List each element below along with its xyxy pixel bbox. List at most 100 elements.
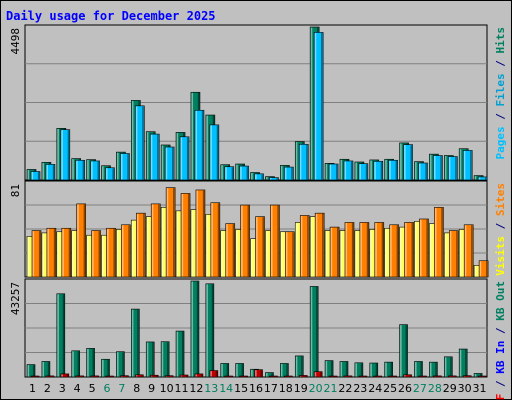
bar [76, 203, 87, 278]
bar [194, 109, 205, 181]
bar [388, 159, 398, 181]
x-tick-label: 14 [219, 382, 233, 395]
bar [106, 227, 116, 278]
series-sites [31, 187, 489, 278]
bar [160, 341, 170, 378]
bar [404, 222, 414, 278]
bar [120, 153, 130, 181]
legend-entry: / [494, 374, 507, 394]
x-tick-label: 9 [148, 382, 155, 395]
bar [284, 375, 293, 378]
x-tick-label: 24 [368, 382, 382, 395]
bar [46, 227, 57, 278]
series-kb-out [26, 280, 483, 378]
bar [344, 222, 355, 278]
bar [418, 162, 428, 181]
bar [75, 159, 86, 181]
bar [369, 362, 379, 378]
legend-entry: Hits [494, 27, 507, 54]
x-tick-label: 6 [103, 382, 110, 395]
bar [254, 173, 264, 181]
x-tick-label: 5 [89, 382, 96, 395]
bar [324, 360, 334, 378]
bar [45, 164, 56, 181]
x-tick-label: 7 [118, 382, 125, 395]
bar [31, 230, 42, 278]
bar [239, 375, 248, 378]
bar [90, 375, 99, 378]
legend: Pages / Files / Hits [494, 27, 507, 160]
bar [343, 160, 354, 181]
legend: KB F / KB In / KB Out [494, 281, 507, 400]
bar [388, 375, 397, 378]
x-axis-day-labels: 1 2 3 4 5 6 7 8 9 10 11 12 13 14 15 16 17 18 19 20 21 22 23 24 2… [29, 382, 487, 395]
bar [56, 293, 66, 378]
legend-entry: Pages [494, 126, 507, 159]
legend-entry: / [494, 107, 507, 127]
legend-entry: / [494, 321, 507, 341]
bar [254, 369, 263, 378]
bar [447, 375, 457, 378]
bar [71, 350, 81, 378]
bar [175, 330, 185, 378]
series-files [30, 32, 488, 181]
bar [419, 218, 429, 278]
x-tick-label: 22 [338, 382, 352, 395]
bar [209, 370, 219, 378]
bar [269, 177, 279, 181]
x-tick-label: 12 [189, 382, 203, 395]
bar [434, 207, 444, 278]
bar [30, 171, 41, 181]
bar [190, 280, 200, 378]
x-tick-label: 13 [204, 382, 218, 395]
bar [120, 375, 129, 378]
bar [433, 155, 443, 181]
bar [403, 144, 413, 181]
bar [164, 375, 174, 378]
bar [284, 166, 294, 181]
bar [329, 226, 340, 278]
legend: Visits / Sites [494, 183, 507, 276]
bar [478, 260, 489, 278]
bar [224, 375, 234, 378]
bar [339, 361, 349, 378]
bar [299, 215, 310, 278]
chart-title: Daily usage for December 2025 [6, 9, 216, 23]
bar [145, 341, 155, 378]
bar [280, 363, 289, 378]
bar [26, 364, 36, 378]
bar [225, 223, 236, 278]
bar [354, 362, 364, 378]
bar [116, 351, 125, 378]
bar [45, 375, 55, 378]
bar [180, 193, 191, 278]
bar [462, 375, 472, 378]
bar [105, 167, 115, 181]
panel-pages-files-hits: 4498 Pages / Files / Hits [9, 24, 507, 181]
bar [240, 204, 250, 278]
panel-kb-in-out: 43257KB F / KB In / KB Out [9, 278, 507, 400]
bar [205, 283, 215, 378]
bar [224, 166, 235, 181]
bar [328, 375, 338, 378]
bar [374, 222, 385, 278]
bar [414, 361, 423, 378]
bar [164, 146, 175, 181]
bar [433, 375, 442, 378]
bar [239, 165, 249, 181]
x-tick-label: 16 [249, 382, 263, 395]
bar [121, 224, 131, 278]
bar [399, 324, 408, 378]
bar [358, 163, 369, 181]
bar [41, 361, 51, 378]
bar [149, 133, 160, 181]
bar [194, 373, 204, 378]
bar [60, 373, 70, 378]
bar [309, 286, 319, 378]
bar [477, 176, 488, 181]
bar [447, 156, 458, 181]
x-tick-label: 17 [264, 382, 278, 395]
bar [358, 375, 368, 378]
bar [298, 375, 308, 378]
